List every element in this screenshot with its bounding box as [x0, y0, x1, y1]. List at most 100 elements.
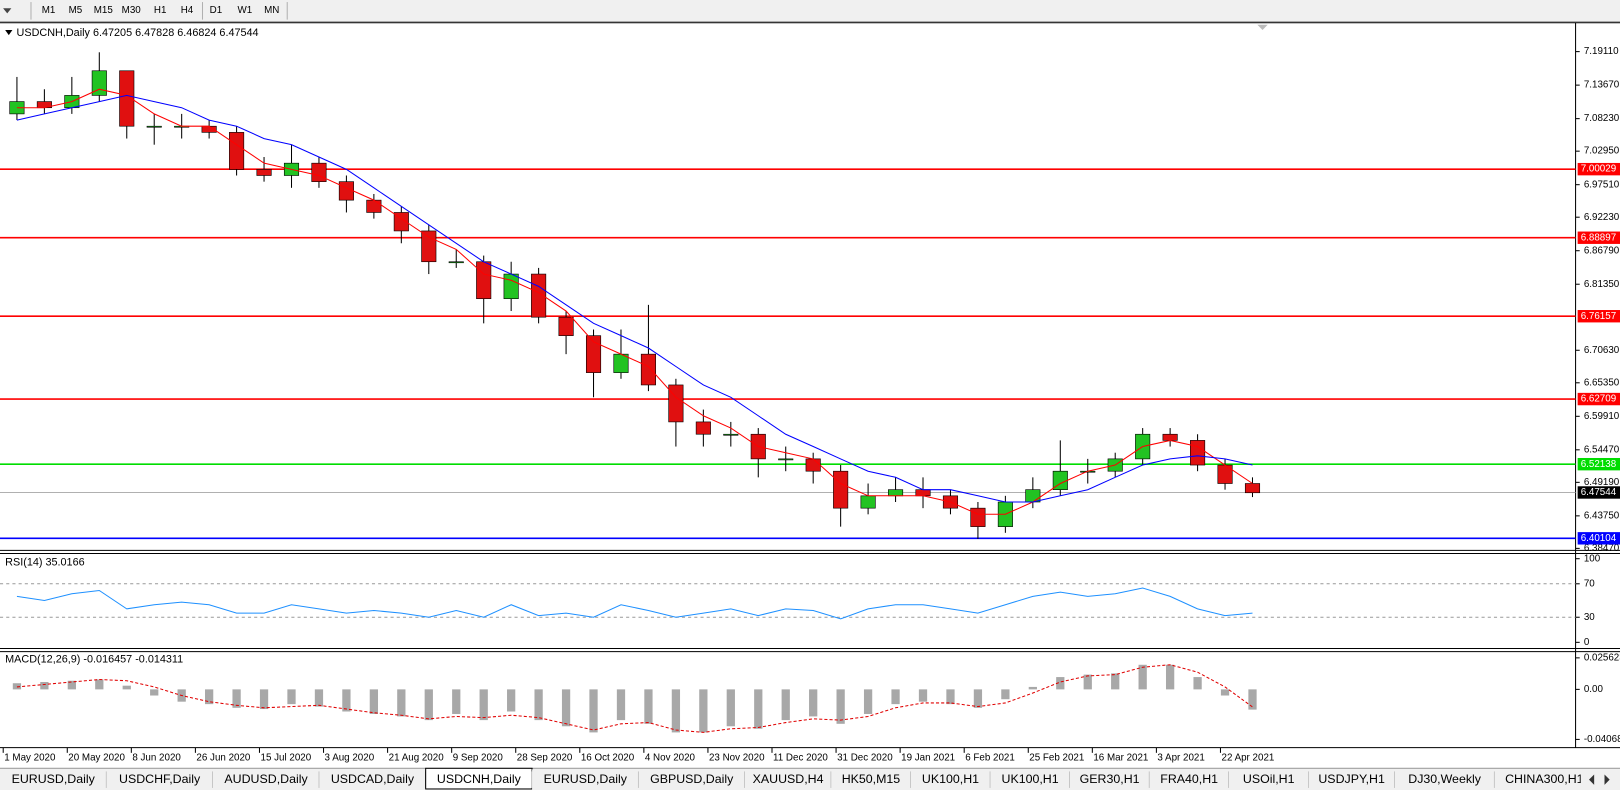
candle-body — [695, 421, 711, 435]
candle-body — [256, 169, 272, 176]
y-tick-label: 6.70630 — [1584, 345, 1620, 356]
level-label-box — [1577, 162, 1620, 176]
y-tick-label: 7.19110 — [1584, 46, 1619, 57]
macd-bar — [809, 689, 818, 717]
candle-body — [311, 162, 327, 182]
tab[interactable] — [106, 769, 213, 790]
scroll-left[interactable] — [1589, 774, 1595, 785]
tabs: EURUSD,Daily USDCHF,Daily AUDUSD,Daily USDC… — [0, 767, 1620, 790]
toolbar — [0, 0, 1620, 22]
tab[interactable] — [910, 769, 991, 790]
tab-label[interactable]: XAUUSD,H4 — [753, 772, 824, 786]
timeframe-button[interactable]: M1 — [42, 5, 56, 16]
y-tick-label: 6.43750 — [1584, 510, 1620, 521]
candle-body — [476, 261, 492, 300]
tab-label[interactable]: USDCNH,Daily — [437, 772, 522, 786]
x-tick-label: 28 Sep 2020 — [517, 753, 573, 764]
y-tick-label: 6.92230 — [1584, 212, 1620, 223]
timeframe-button[interactable]: MN — [264, 5, 279, 16]
candle-body — [229, 132, 245, 170]
tab-label[interactable]: UK100,H1 — [1002, 772, 1059, 786]
chart-area — [0, 22, 1576, 748]
tab[interactable] — [638, 769, 745, 790]
scroll-right[interactable] — [1604, 774, 1610, 785]
timeframe-button[interactable]: M5 — [69, 5, 83, 16]
tab-label[interactable]: HK50,M15 — [842, 772, 901, 786]
tab-label[interactable]: CHINA300,H1 — [1505, 772, 1584, 786]
timeframe-button[interactable]: H4 — [181, 5, 194, 16]
tab-label[interactable]: DJ30,Weekly — [1408, 772, 1482, 786]
x-tick-label: 1 May 2020 — [4, 753, 56, 764]
tab-label[interactable]: USOil,H1 — [1243, 772, 1295, 786]
tab[interactable] — [1308, 769, 1395, 790]
tab[interactable] — [1494, 769, 1595, 790]
tab-label[interactable]: GBPUSD,Daily — [650, 772, 734, 786]
candle-body — [805, 458, 821, 472]
candle-body — [1162, 433, 1178, 441]
tab[interactable] — [1394, 769, 1495, 790]
plot: 7.19110 7.13670 7.08230 7.02950 6.97510 6.922… — [0, 22, 1620, 764]
x-tick-label: 9 Sep 2020 — [453, 753, 504, 764]
tab-label[interactable]: FRA40,H1 — [1160, 772, 1218, 786]
macd-bar — [232, 689, 241, 708]
macd-bar — [891, 689, 900, 705]
macd-bar — [1083, 674, 1092, 690]
y-tick-label: 7.08230 — [1584, 113, 1620, 124]
macd-bar — [616, 689, 626, 721]
candle-body — [366, 199, 382, 213]
timeframe-bar: M1 M5 M15 M30 H1 H4 D1 W1 MN — [42, 5, 280, 16]
level-label: 6.52138 — [1581, 459, 1617, 470]
tab-label[interactable]: USDCHF,Daily — [119, 772, 201, 786]
tab-label[interactable]: USDCAD,Daily — [331, 772, 415, 786]
tab[interactable] — [1069, 769, 1150, 790]
macd-signal — [16, 664, 1253, 733]
timeframe-button[interactable]: M30 — [122, 5, 142, 16]
tab[interactable] — [0, 769, 107, 790]
y-tick-label: -0.040687 — [1584, 734, 1620, 745]
candle-body — [585, 335, 602, 373]
tab-label[interactable]: EURUSD,Daily — [544, 772, 628, 786]
tab[interactable] — [1149, 769, 1229, 790]
tab-label[interactable]: USDJPY,H1 — [1318, 772, 1385, 786]
timeframe-button[interactable]: H1 — [154, 5, 167, 16]
tab-label[interactable]: GER30,H1 — [1080, 772, 1140, 786]
macd-bar — [644, 689, 653, 724]
tab-label[interactable]: UK100,H1 — [922, 772, 979, 786]
tab-scroll[interactable] — [1580, 769, 1620, 790]
y-tick-label: 7.02950 — [1584, 146, 1620, 157]
tab-label[interactable]: AUDUSD,Daily — [224, 772, 308, 786]
macd-title: MACD(12,26,9) -0.016457 -0.014311 — [5, 654, 183, 666]
timeframe-button[interactable]: W1 — [238, 5, 253, 16]
tab-label[interactable]: EURUSD,Daily — [12, 772, 96, 786]
macd-bar — [1111, 673, 1120, 690]
timeframe-button[interactable]: D1 — [210, 5, 223, 16]
x-tick-label: 31 Dec 2020 — [837, 753, 893, 764]
candle-body — [448, 261, 464, 264]
macd-bar — [314, 689, 324, 707]
tab[interactable] — [1228, 769, 1309, 790]
macd-bar — [12, 683, 22, 690]
macd-bar — [726, 689, 735, 727]
macd-bar — [699, 689, 708, 733]
level-label: 6.62709 — [1581, 394, 1616, 405]
candle-body — [833, 470, 849, 509]
tab[interactable] — [831, 769, 911, 790]
macd-bar — [287, 689, 296, 705]
level-label: 6.76157 — [1581, 311, 1616, 322]
tab[interactable] — [212, 769, 320, 790]
macd-bar — [259, 689, 269, 710]
tab[interactable] — [319, 769, 426, 790]
candle-body — [640, 353, 656, 386]
x-tick-label: 26 Jun 2020 — [196, 753, 250, 764]
x-tick-label: 23 Nov 2020 — [709, 753, 765, 764]
x-tick-label: 11 Dec 2020 — [773, 753, 828, 764]
y-tick-label: 0.00 — [1584, 684, 1604, 695]
x-tick-label: 25 Feb 2021 — [1029, 753, 1084, 764]
y-tick-label: 6.97510 — [1584, 179, 1620, 190]
tab[interactable] — [990, 769, 1070, 790]
tab[interactable] — [744, 769, 832, 790]
candle-body — [668, 384, 684, 423]
tab[interactable] — [532, 769, 639, 790]
timeframe-button[interactable]: M15 — [94, 5, 114, 16]
